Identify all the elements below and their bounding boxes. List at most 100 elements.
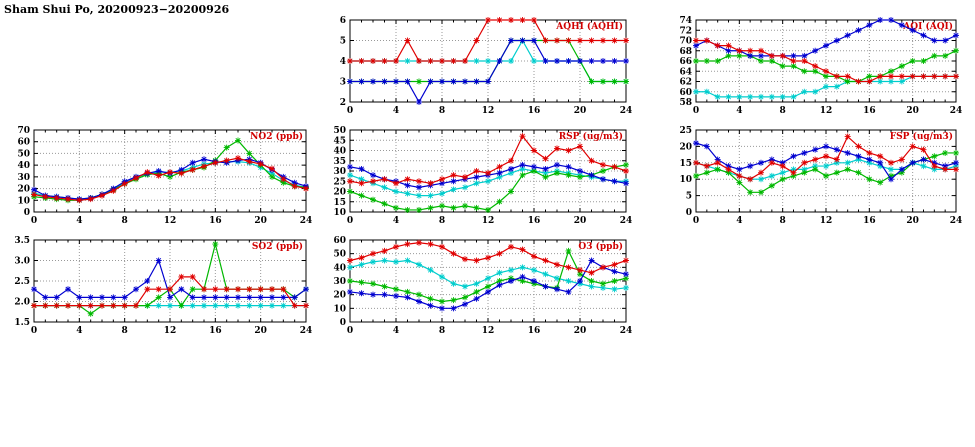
- svg-text:62: 62: [679, 78, 692, 88]
- chart-o3: 0 4 8 12 16 20 24 0 10 20 30 40 50 60 O3 (ppb): [316, 232, 632, 340]
- svg-text:20: 20: [254, 326, 267, 336]
- svg-text:O3 (ppb): O3 (ppb): [578, 241, 623, 252]
- svg-text:12: 12: [820, 106, 833, 116]
- svg-text:60: 60: [333, 236, 346, 246]
- svg-text:20: 20: [254, 216, 267, 226]
- svg-text:50: 50: [333, 126, 346, 136]
- svg-text:24: 24: [620, 326, 632, 336]
- svg-text:20: 20: [333, 291, 346, 301]
- svg-text:24: 24: [300, 216, 312, 226]
- chart-canvas: 0 4 8 12 16 20 24 0 10 20 30 40 50 60 O3 (ppb): [333, 236, 632, 336]
- svg-text:SO2 (ppb): SO2 (ppb): [252, 241, 303, 252]
- svg-text:24: 24: [620, 216, 632, 226]
- svg-text:60: 60: [679, 88, 692, 98]
- svg-text:15: 15: [679, 159, 692, 169]
- svg-text:2.0: 2.0: [14, 298, 30, 308]
- svg-text:0: 0: [31, 326, 37, 336]
- svg-text:20: 20: [679, 142, 692, 152]
- svg-text:24: 24: [950, 106, 962, 116]
- svg-text:12: 12: [482, 106, 495, 116]
- svg-text:0: 0: [347, 216, 353, 226]
- svg-text:12: 12: [164, 216, 177, 226]
- svg-text:20: 20: [574, 326, 587, 336]
- svg-text:10: 10: [333, 208, 346, 218]
- svg-text:40: 40: [333, 263, 346, 273]
- chart-rsp: 0 4 8 12 16 20 24 10 15 20 25 30 35 40 45 50 RSP (ug/m3): [316, 122, 632, 230]
- svg-text:4: 4: [736, 106, 742, 116]
- svg-text:20: 20: [17, 185, 30, 195]
- svg-text:30: 30: [333, 167, 346, 177]
- svg-text:30: 30: [333, 277, 346, 287]
- svg-text:12: 12: [482, 216, 495, 226]
- svg-text:NO2 (ppb): NO2 (ppb): [250, 131, 303, 142]
- svg-text:3: 3: [340, 78, 346, 88]
- svg-text:0: 0: [31, 216, 37, 226]
- svg-text:8: 8: [780, 106, 786, 116]
- svg-text:12: 12: [164, 326, 177, 336]
- svg-text:10: 10: [679, 175, 692, 185]
- svg-text:10: 10: [17, 196, 30, 206]
- svg-text:25: 25: [679, 126, 692, 136]
- svg-text:4: 4: [393, 326, 399, 336]
- svg-text:40: 40: [333, 147, 346, 157]
- chart-fsp: 0 4 8 12 16 20 24 0 5 10 15 20 25 FSP (ug/m3): [662, 122, 962, 230]
- svg-text:70: 70: [679, 37, 692, 47]
- svg-text:3.5: 3.5: [14, 236, 30, 246]
- svg-text:30: 30: [17, 173, 30, 183]
- svg-text:1.5: 1.5: [14, 318, 30, 328]
- svg-text:25: 25: [333, 177, 346, 187]
- svg-text:0: 0: [24, 208, 30, 218]
- svg-text:45: 45: [333, 136, 346, 146]
- svg-text:8: 8: [439, 326, 445, 336]
- svg-text:72: 72: [679, 26, 692, 36]
- svg-text:AQI (AQI): AQI (AQI): [902, 21, 953, 32]
- svg-text:66: 66: [679, 57, 692, 67]
- svg-text:8: 8: [122, 326, 128, 336]
- svg-text:8: 8: [439, 106, 445, 116]
- svg-text:12: 12: [820, 216, 833, 226]
- chart-so2: 0 4 8 12 16 20 24 1.5 2.0 2.5 3.0 3.5 SO2 (ppb): [0, 232, 312, 340]
- svg-text:16: 16: [528, 216, 541, 226]
- svg-text:RSP (ug/m3): RSP (ug/m3): [559, 131, 623, 142]
- svg-text:0: 0: [347, 106, 353, 116]
- chart-aqhi: 0 4 8 12 16 20 24 2 3 4 5 6 AQHI (AQHI): [316, 12, 633, 120]
- svg-text:24: 24: [950, 216, 962, 226]
- svg-text:16: 16: [863, 216, 876, 226]
- svg-text:4: 4: [76, 216, 82, 226]
- chart-canvas: 0 4 8 12 16 20 24 2 3 4 5 6 AQHI (AQHI): [340, 16, 633, 116]
- svg-text:16: 16: [209, 326, 222, 336]
- svg-text:AQHI (AQHI): AQHI (AQHI): [555, 21, 623, 32]
- svg-text:20: 20: [574, 106, 587, 116]
- svg-text:74: 74: [679, 16, 692, 26]
- svg-text:2.5: 2.5: [14, 277, 30, 287]
- svg-text:6: 6: [340, 16, 346, 26]
- svg-text:2: 2: [340, 98, 346, 108]
- svg-text:0: 0: [340, 318, 346, 328]
- svg-text:64: 64: [679, 67, 692, 77]
- page-title: Sham Shui Po, 20200923−20200926: [4, 3, 230, 16]
- svg-text:50: 50: [17, 149, 30, 159]
- svg-text:FSP (ug/m3): FSP (ug/m3): [890, 131, 953, 142]
- svg-text:70: 70: [17, 126, 30, 136]
- svg-text:60: 60: [17, 138, 30, 148]
- svg-text:16: 16: [528, 106, 541, 116]
- svg-text:68: 68: [679, 47, 692, 57]
- chart-canvas: 0 4 8 12 16 20 24 0 5 10 15 20 25 FSP (ug/m3): [679, 126, 962, 226]
- svg-text:4: 4: [393, 216, 399, 226]
- svg-text:40: 40: [17, 161, 30, 171]
- svg-text:12: 12: [482, 326, 495, 336]
- svg-text:8: 8: [439, 216, 445, 226]
- svg-text:10: 10: [333, 304, 346, 314]
- svg-text:20: 20: [906, 216, 919, 226]
- svg-text:24: 24: [300, 326, 312, 336]
- svg-text:16: 16: [209, 216, 222, 226]
- svg-text:5: 5: [686, 192, 692, 202]
- svg-text:35: 35: [333, 157, 346, 167]
- svg-text:8: 8: [780, 216, 786, 226]
- svg-text:4: 4: [393, 106, 399, 116]
- svg-text:5: 5: [340, 37, 346, 47]
- svg-text:16: 16: [863, 106, 876, 116]
